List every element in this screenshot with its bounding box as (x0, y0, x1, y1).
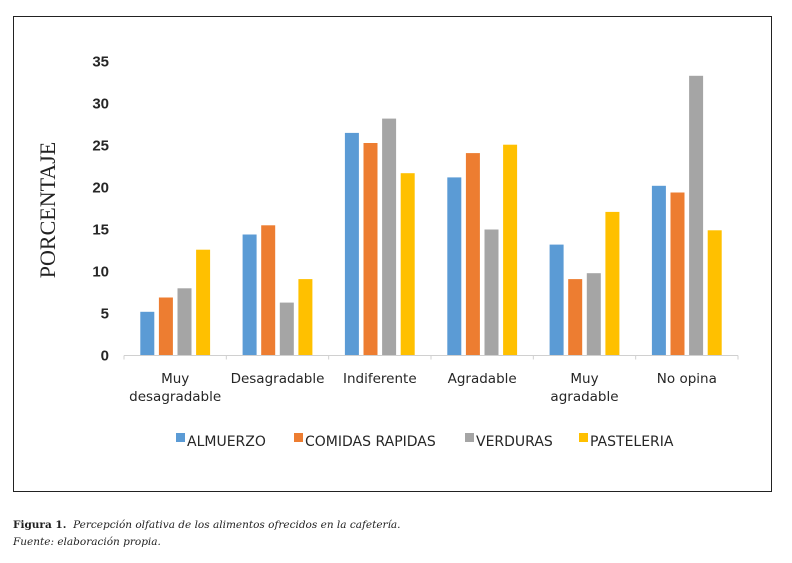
legend-swatch (176, 433, 185, 442)
legend-swatch (294, 433, 303, 442)
legend-item: COMIDAS RAPIDAS (294, 433, 436, 450)
bar-verduras (382, 118, 397, 356)
bar-comidas-rapidas (158, 297, 173, 356)
legend-item: PASTELERIA (579, 433, 674, 450)
bar-pasteleria (400, 173, 415, 356)
bar-verduras (177, 288, 192, 356)
y-tick-label: 0 (101, 348, 109, 365)
y-tick-label: 30 (92, 96, 109, 113)
x-category-label: Muy desagradable (129, 371, 221, 405)
bar-almuerzo (651, 185, 666, 356)
legend-item: ALMUERZO (176, 433, 266, 450)
bar-pasteleria (605, 211, 620, 356)
figure-source: Fuente: elaboración propia. (13, 536, 161, 548)
figure-frame (13, 16, 772, 492)
x-category-label: Muy agradable (550, 371, 618, 405)
figure-label: Figura 1. (13, 519, 67, 531)
figure-caption: Figura 1. Percepción olfativa de los ali… (13, 517, 401, 551)
y-tick-label: 20 (92, 180, 109, 197)
bar-pasteleria (503, 144, 518, 356)
bar-comidas-rapidas (465, 153, 480, 356)
legend-label: COMIDAS RAPIDAS (305, 434, 436, 450)
figure-title: Percepción olfativa de los alimentos ofr… (73, 519, 401, 531)
bar-almuerzo (140, 311, 155, 356)
bar-almuerzo (447, 177, 462, 356)
y-tick-label: 10 (92, 264, 109, 281)
bar-pasteleria (707, 230, 722, 356)
legend-swatch (465, 433, 474, 442)
bar-almuerzo (344, 132, 359, 356)
bar-verduras (484, 229, 499, 356)
y-tick-label: 5 (101, 306, 109, 323)
legend-label: PASTELERIA (590, 434, 674, 450)
y-axis-label: PORCENTAJE (35, 142, 60, 278)
y-tick-label: 15 (92, 222, 109, 239)
bar-almuerzo (549, 244, 564, 356)
bar-chart: PORCENTAJE 0 5 10 15 20 25 30 35 Muy desagradabl… (35, 54, 739, 450)
y-tick-label: 35 (92, 54, 109, 71)
x-category-label: Desagradable (231, 371, 325, 387)
bar-comidas-rapidas (261, 225, 276, 356)
bar-verduras (279, 302, 294, 356)
bar-pasteleria (298, 279, 313, 356)
legend-label: VERDURAS (476, 434, 553, 450)
bar-pasteleria (196, 249, 211, 356)
x-category-label: Indiferente (343, 371, 417, 387)
bar-verduras (586, 273, 601, 356)
bar-comidas-rapidas (568, 279, 583, 356)
bar-verduras (689, 75, 704, 356)
legend-label: ALMUERZO (187, 434, 266, 450)
legend-item: VERDURAS (465, 433, 553, 450)
bar-comidas-rapidas (670, 192, 685, 356)
bar-comidas-rapidas (363, 143, 378, 356)
y-tick-label: 25 (92, 138, 109, 155)
bar-almuerzo (242, 234, 257, 356)
x-category-label: Agradable (448, 371, 517, 387)
legend-swatch (579, 433, 588, 442)
x-category-label: No opina (657, 371, 717, 387)
